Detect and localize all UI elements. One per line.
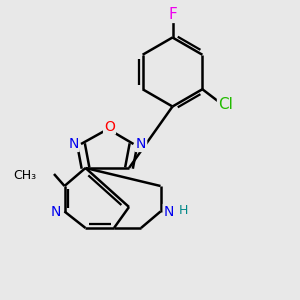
Text: H: H bbox=[178, 204, 188, 218]
Text: O: O bbox=[104, 120, 115, 134]
Text: F: F bbox=[168, 7, 177, 22]
Text: N: N bbox=[164, 205, 174, 218]
Text: CH₃: CH₃ bbox=[14, 169, 37, 182]
Text: N: N bbox=[136, 137, 146, 151]
Text: Cl: Cl bbox=[218, 97, 233, 112]
Text: N: N bbox=[68, 137, 79, 151]
Text: N: N bbox=[50, 205, 61, 218]
